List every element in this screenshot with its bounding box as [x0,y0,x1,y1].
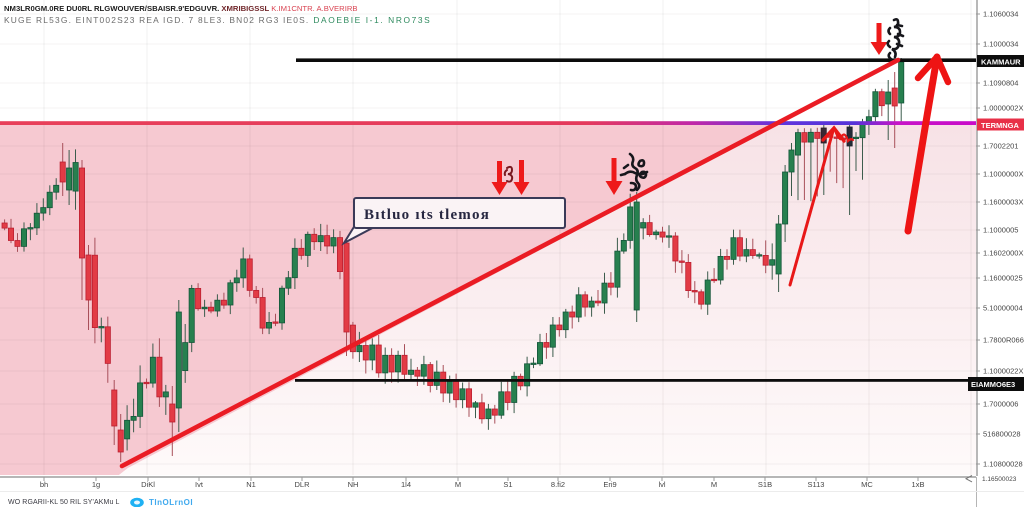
svg-text:8.fi2: 8.fi2 [551,480,565,489]
svg-text:1.1090804: 1.1090804 [983,79,1018,88]
svg-text:TERMNGA: TERMNGA [981,121,1019,130]
svg-text:KAMMAUR: KAMMAUR [981,58,1021,67]
svg-text:S1: S1 [503,480,512,489]
svg-text:1.10800028: 1.10800028 [983,460,1023,469]
svg-text:1.7002201: 1.7002201 [983,142,1018,151]
svg-text:1.1600003X: 1.1600003X [983,198,1023,207]
svg-text:1.1000022X: 1.1000022X [983,367,1023,376]
svg-text:1.1060034: 1.1060034 [983,10,1018,19]
svg-text:WO RGARII-KL 50 RIL SY'AKMu L: WO RGARII-KL 50 RIL SY'AKMu L [8,499,119,506]
svg-text:M: M [711,480,717,489]
svg-text:516800028: 516800028 [983,430,1021,439]
svg-text:NM3LR0GM.0RE DU0RL RLGWOUVER/S: NM3LR0GM.0RE DU0RL RLGWOUVER/SBAISR.9'ED… [4,4,358,13]
svg-text:1.7800R066: 1.7800R066 [983,336,1024,345]
svg-text:1.16000025: 1.16000025 [983,274,1023,283]
svg-text:bh: bh [40,480,48,489]
svg-text:1l4: 1l4 [401,480,411,489]
svg-text:1.1000034: 1.1000034 [983,40,1018,49]
svg-text:M: M [455,480,461,489]
svg-text:S113: S113 [808,480,825,489]
svg-text:N1: N1 [246,480,256,489]
svg-text:5.10000004: 5.10000004 [983,304,1023,313]
svg-text:Ivt: Ivt [195,480,204,489]
svg-text:lvl: lvl [658,480,665,489]
svg-text:Eri9: Eri9 [603,480,616,489]
svg-text:EIAMMO6E3: EIAMMO6E3 [971,380,1015,389]
svg-text:DiKl: DiKl [141,480,155,489]
svg-text:1.7000006: 1.7000006 [983,400,1018,409]
svg-text:1.16500023: 1.16500023 [982,476,1017,483]
svg-text:1xB: 1xB [912,480,925,489]
svg-text:1g: 1g [92,480,100,489]
svg-text:1.1000000X: 1.1000000X [983,170,1023,179]
svg-text:DLR: DLR [294,480,310,489]
svg-text:Bıtluo ıts tlemoя: Bıtluo ıts tlemoя [364,207,490,223]
svg-text:MC: MC [861,480,873,489]
svg-text:1.1000005: 1.1000005 [983,226,1018,235]
svg-text:1.1602000X: 1.1602000X [983,249,1023,258]
svg-text:S1B: S1B [758,480,772,489]
svg-text:KUGE RL53G. EINT002S23 REA IGD: KUGE RL53G. EINT002S23 REA IGD. 7 8LE3. … [4,15,431,25]
svg-text:NH: NH [348,480,359,489]
svg-text:TInOLrnOI: TInOLrnOI [149,498,193,507]
svg-text:1.0000002X: 1.0000002X [983,104,1023,113]
